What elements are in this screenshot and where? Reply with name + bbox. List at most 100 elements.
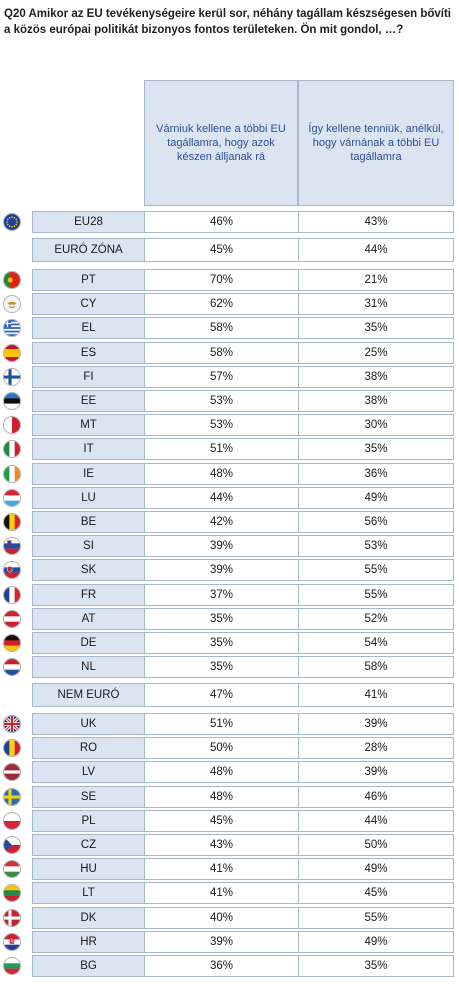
value-wait: 48% bbox=[144, 761, 298, 784]
cz-flag-icon bbox=[3, 836, 21, 854]
table-row: IE 48% 36% bbox=[0, 462, 459, 485]
bg-flag-icon bbox=[3, 957, 21, 975]
value-wait: 58% bbox=[144, 341, 298, 364]
row-label: MT bbox=[32, 414, 144, 437]
row-label: IE bbox=[32, 462, 144, 485]
value-wait: 39% bbox=[144, 930, 298, 953]
ro-flag-icon bbox=[3, 739, 21, 758]
table-row: SK 39% 55% bbox=[0, 559, 459, 582]
value-act: 36% bbox=[298, 462, 454, 485]
row-label: SI bbox=[32, 535, 144, 558]
value-wait: 57% bbox=[144, 365, 298, 388]
lu-flag-icon bbox=[3, 488, 21, 507]
row-label: AT bbox=[32, 607, 144, 630]
value-wait: 41% bbox=[144, 882, 298, 905]
value-wait: 44% bbox=[144, 486, 298, 509]
dk-flag-icon bbox=[3, 908, 21, 927]
eu-flag-icon bbox=[3, 213, 21, 231]
be-flag-icon bbox=[3, 513, 21, 531]
value-wait: 37% bbox=[144, 583, 298, 606]
table-row: AT 35% 52% bbox=[0, 607, 459, 630]
value-act: 49% bbox=[298, 930, 454, 953]
value-wait: 35% bbox=[144, 632, 298, 654]
nl-flag-icon bbox=[3, 658, 21, 677]
value-act: 21% bbox=[298, 269, 454, 291]
row-label: LU bbox=[32, 486, 144, 509]
row-label: UK bbox=[32, 713, 144, 735]
value-wait: 70% bbox=[144, 269, 298, 291]
row-label: NL bbox=[32, 656, 144, 679]
fr-flag-icon bbox=[3, 585, 21, 604]
value-act: 35% bbox=[298, 438, 454, 461]
value-wait: 62% bbox=[144, 293, 298, 316]
table-row: EU28 46% 43% bbox=[0, 211, 459, 233]
ee-flag-icon bbox=[3, 392, 21, 410]
row-label: NEM EURÓ bbox=[32, 683, 144, 707]
value-wait: 36% bbox=[144, 955, 298, 977]
value-wait: 45% bbox=[144, 809, 298, 832]
table-row: LV 48% 39% bbox=[0, 761, 459, 784]
row-label: DK bbox=[32, 906, 144, 929]
table-row: HR 39% 49% bbox=[0, 930, 459, 953]
row-label: DE bbox=[32, 632, 144, 654]
row-label: PL bbox=[32, 809, 144, 832]
table-row: IT 51% 35% bbox=[0, 438, 459, 461]
value-act: 49% bbox=[298, 858, 454, 881]
value-act: 25% bbox=[298, 341, 454, 364]
table-row: RO 50% 28% bbox=[0, 737, 459, 760]
table-row: EURÓ ZÓNA 45% 44% bbox=[0, 238, 459, 262]
value-wait: 35% bbox=[144, 656, 298, 679]
row-label: FI bbox=[32, 365, 144, 388]
value-act: 43% bbox=[298, 211, 454, 233]
row-label: EL bbox=[32, 317, 144, 340]
row-label: BG bbox=[32, 955, 144, 977]
table-row: FI 57% 38% bbox=[0, 365, 459, 388]
value-wait: 51% bbox=[144, 713, 298, 735]
table-row: EL 58% 35% bbox=[0, 317, 459, 340]
row-label: HU bbox=[32, 858, 144, 881]
row-label: LT bbox=[32, 882, 144, 905]
value-act: 39% bbox=[298, 713, 454, 735]
value-wait: 48% bbox=[144, 785, 298, 808]
se-flag-icon bbox=[3, 787, 21, 806]
table-row: PL 45% 44% bbox=[0, 809, 459, 832]
cy-flag-icon bbox=[3, 295, 21, 314]
question-text: Q20 Amikor az EU tevékenységeire kerül s… bbox=[4, 8, 452, 36]
ie-flag-icon bbox=[3, 464, 21, 483]
value-wait: 51% bbox=[144, 438, 298, 461]
table-row: NL 35% 58% bbox=[0, 656, 459, 679]
value-wait: 53% bbox=[144, 390, 298, 412]
value-wait: 53% bbox=[144, 414, 298, 437]
hu-flag-icon bbox=[3, 860, 21, 879]
row-label: RO bbox=[32, 737, 144, 760]
row-label: ES bbox=[32, 341, 144, 364]
table-row: MT 53% 30% bbox=[0, 414, 459, 437]
value-wait: 39% bbox=[144, 559, 298, 582]
value-act: 38% bbox=[298, 390, 454, 412]
value-act: 30% bbox=[298, 414, 454, 437]
row-label: PT bbox=[32, 269, 144, 291]
table-row: CZ 43% 50% bbox=[0, 834, 459, 856]
value-wait: 46% bbox=[144, 211, 298, 233]
value-act: 56% bbox=[298, 511, 454, 533]
row-label: HR bbox=[32, 930, 144, 953]
value-wait: 47% bbox=[144, 683, 298, 707]
value-wait: 45% bbox=[144, 238, 298, 262]
table-row: UK 51% 39% bbox=[0, 713, 459, 735]
value-act: 52% bbox=[298, 607, 454, 630]
lt-flag-icon bbox=[3, 884, 21, 903]
row-label: EU28 bbox=[32, 211, 144, 233]
row-label: IT bbox=[32, 438, 144, 461]
row-label: FR bbox=[32, 583, 144, 606]
value-wait: 48% bbox=[144, 462, 298, 485]
value-wait: 41% bbox=[144, 858, 298, 881]
value-act: 31% bbox=[298, 293, 454, 316]
es-flag-icon bbox=[3, 343, 21, 362]
row-label: SE bbox=[32, 785, 144, 808]
table-row: BE 42% 56% bbox=[0, 511, 459, 533]
uk-flag-icon bbox=[3, 715, 21, 733]
table-row: NEM EURÓ 47% 41% bbox=[0, 683, 459, 707]
value-act: 55% bbox=[298, 906, 454, 929]
pl-flag-icon bbox=[3, 811, 21, 830]
value-act: 46% bbox=[298, 785, 454, 808]
